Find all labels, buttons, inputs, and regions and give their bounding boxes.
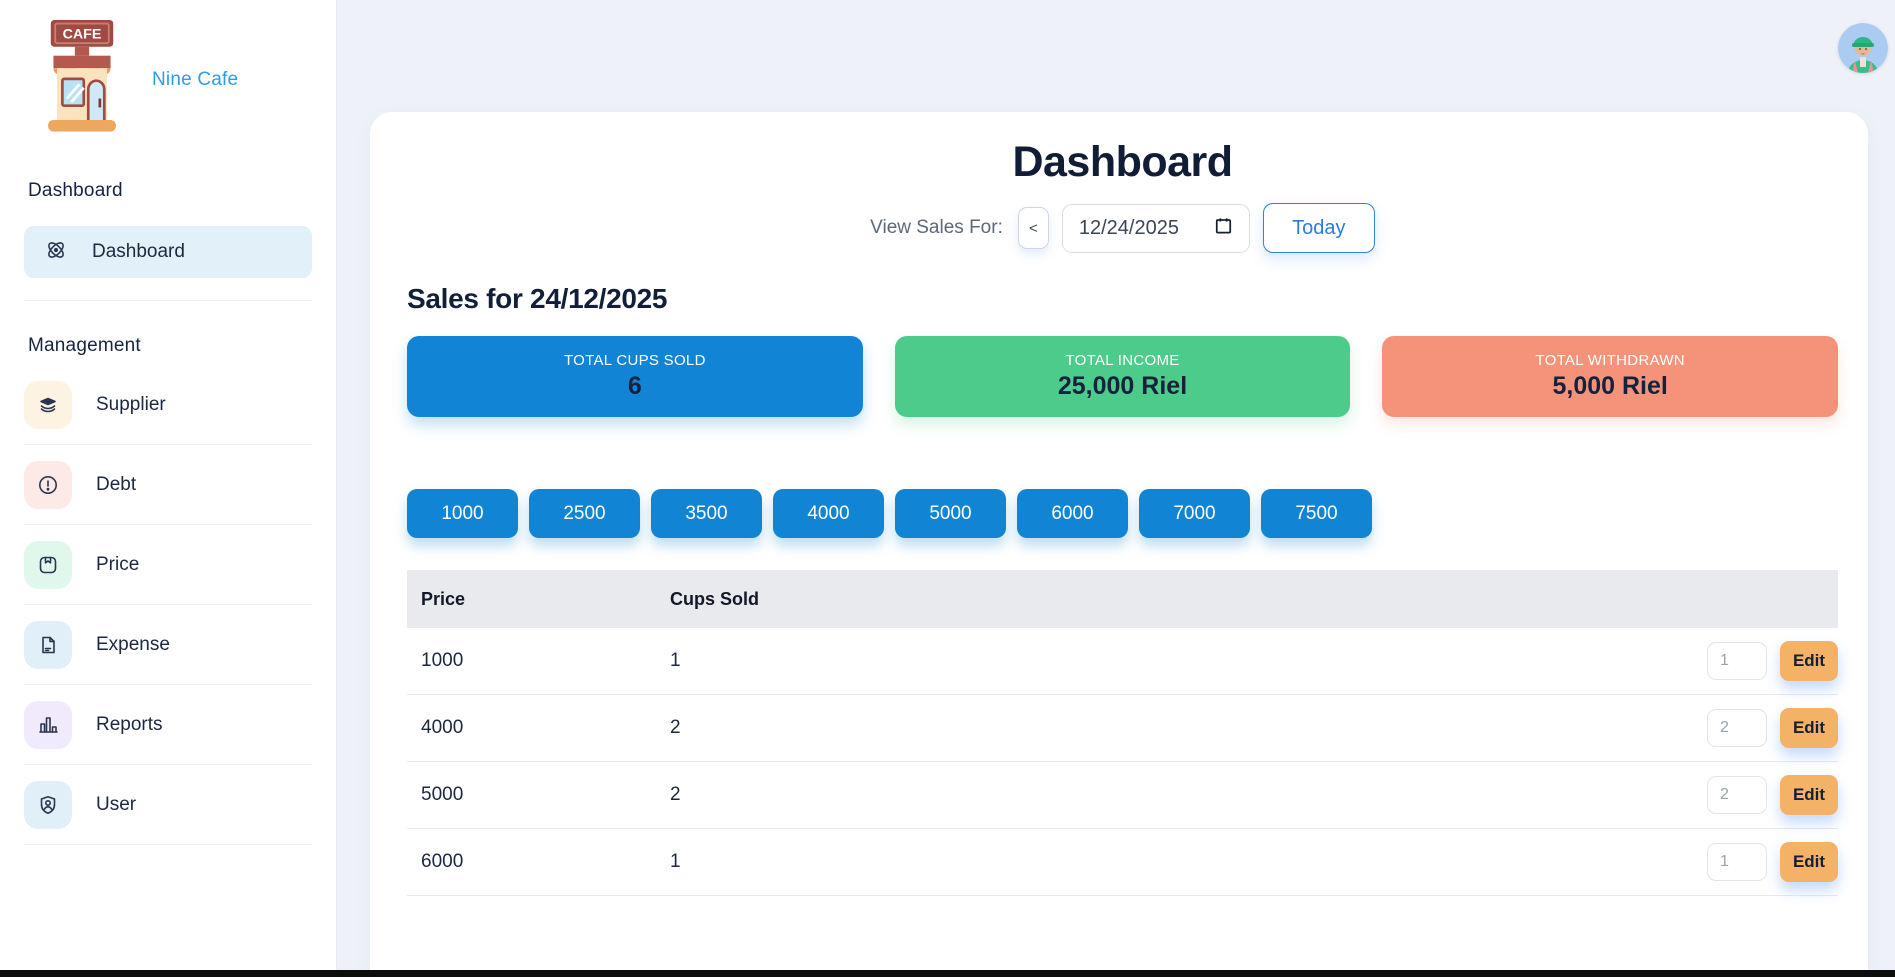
main-panel: Dashboard View Sales For: < 12/24/2025 T… xyxy=(370,112,1868,977)
date-input[interactable]: 12/24/2025 xyxy=(1061,203,1250,253)
row-price: 5000 xyxy=(421,784,464,805)
quantity-input[interactable] xyxy=(1707,642,1767,680)
edit-button[interactable]: Edit xyxy=(1780,775,1838,815)
management-nav: Supplier Debt Price xyxy=(24,365,312,845)
bar-chart-icon xyxy=(24,700,72,749)
price-button-7500[interactable]: 7500 xyxy=(1261,489,1372,538)
sidebar-item-expense[interactable]: Expense xyxy=(24,605,312,685)
table-header: Price Cups Sold xyxy=(407,570,1838,628)
calendar-icon[interactable] xyxy=(1214,216,1233,240)
logo-sign-text: CAFE xyxy=(63,26,102,42)
price-button-4000[interactable]: 4000 xyxy=(773,489,884,538)
table-row: 6000 1 Edit xyxy=(407,829,1838,896)
price-button-6000[interactable]: 6000 xyxy=(1017,489,1128,538)
page-title: Dashboard xyxy=(1012,138,1233,186)
user-avatar[interactable] xyxy=(1838,23,1888,73)
table-row: 1000 1 Edit xyxy=(407,628,1838,695)
alert-circle-icon xyxy=(24,460,72,509)
brand-block[interactable]: CAFE Nine Cafe xyxy=(24,14,312,146)
card-value: 5,000 Riel xyxy=(1552,372,1668,400)
card-value: 25,000 Riel xyxy=(1057,372,1188,400)
row-price: 1000 xyxy=(421,650,464,671)
sidebar-item-label: Expense xyxy=(96,633,170,655)
section-label-management: Management xyxy=(28,335,141,356)
brand-name: Nine Cafe xyxy=(152,69,239,90)
today-button[interactable]: Today xyxy=(1262,203,1375,253)
sidebar-item-user[interactable]: User xyxy=(24,765,312,845)
summary-cards: TOTAL CUPS SOLD 6 TOTAL INCOME 25,000 Ri… xyxy=(407,336,1839,417)
sidebar-item-supplier[interactable]: Supplier xyxy=(24,365,312,445)
price-tag-icon xyxy=(24,540,72,589)
sidebar-item-label: Debt xyxy=(96,473,137,495)
edit-button[interactable]: Edit xyxy=(1780,641,1838,681)
card-label: TOTAL INCOME xyxy=(1065,352,1180,369)
table-row: 4000 2 Edit xyxy=(407,695,1838,762)
price-button-1000[interactable]: 1000 xyxy=(407,489,518,538)
row-cups-sold: 2 xyxy=(670,717,681,738)
date-value: 12/24/2025 xyxy=(1078,216,1179,239)
total-income-card: TOTAL INCOME 25,000 Riel xyxy=(894,336,1351,417)
cafe-store-logo-icon: CAFE xyxy=(24,16,140,145)
column-header-cups-sold: Cups Sold xyxy=(670,588,759,609)
stack-icon xyxy=(24,380,72,429)
window-bottom-edge xyxy=(0,970,1895,977)
card-value: 6 xyxy=(627,372,642,400)
quantity-input[interactable] xyxy=(1707,709,1767,747)
total-cups-sold-card: TOTAL CUPS SOLD 6 xyxy=(407,336,863,417)
sidebar-divider xyxy=(24,300,312,301)
edit-button[interactable]: Edit xyxy=(1780,708,1838,748)
sidebar-item-dashboard[interactable]: Dashboard xyxy=(24,226,312,278)
atom-icon xyxy=(44,238,68,267)
price-button-7000[interactable]: 7000 xyxy=(1139,489,1250,538)
previous-day-button[interactable]: < xyxy=(1017,207,1049,249)
row-cups-sold: 1 xyxy=(670,851,681,872)
sidebar-item-debt[interactable]: Debt xyxy=(24,445,312,525)
price-button-2500[interactable]: 2500 xyxy=(529,489,640,538)
sidebar-item-label: Supplier xyxy=(96,393,166,415)
sidebar-item-label: Reports xyxy=(96,713,163,735)
quantity-input[interactable] xyxy=(1707,776,1767,814)
row-price: 4000 xyxy=(421,717,464,738)
sidebar: CAFE Nine Cafe Dashboard xyxy=(0,0,337,970)
edit-button[interactable]: Edit xyxy=(1780,842,1838,882)
table-row: 5000 2 Edit xyxy=(407,762,1838,829)
sales-heading: Sales for 24/12/2025 xyxy=(407,283,668,314)
sidebar-item-label: Price xyxy=(96,553,140,575)
card-label: TOTAL WITHDRAWN xyxy=(1535,352,1685,369)
card-label: TOTAL CUPS SOLD xyxy=(563,352,706,369)
sidebar-item-reports[interactable]: Reports xyxy=(24,685,312,765)
column-header-price: Price xyxy=(421,588,466,609)
section-label-dashboard: Dashboard xyxy=(28,180,123,201)
row-cups-sold: 2 xyxy=(670,784,681,805)
price-button-3500[interactable]: 3500 xyxy=(651,489,762,538)
date-controls: View Sales For: < 12/24/2025 Today xyxy=(407,203,1838,253)
sidebar-item-label: User xyxy=(96,793,137,815)
total-withdrawn-card: TOTAL WITHDRAWN 5,000 Riel xyxy=(1382,336,1839,417)
quantity-input[interactable] xyxy=(1707,843,1767,881)
document-icon xyxy=(24,620,72,669)
row-price: 6000 xyxy=(421,851,464,872)
price-filter-buttons: 1000 2500 3500 4000 5000 6000 7000 7500 xyxy=(407,489,1838,538)
price-button-5000[interactable]: 5000 xyxy=(895,489,1006,538)
sidebar-item-label: Dashboard xyxy=(92,241,185,262)
sidebar-item-price[interactable]: Price xyxy=(24,525,312,605)
user-badge-icon xyxy=(24,780,72,829)
view-sales-label: View Sales For: xyxy=(870,217,1003,238)
sales-table: Price Cups Sold 1000 1 Edit 4000 2 Edit … xyxy=(407,570,1838,896)
row-cups-sold: 1 xyxy=(670,650,681,671)
